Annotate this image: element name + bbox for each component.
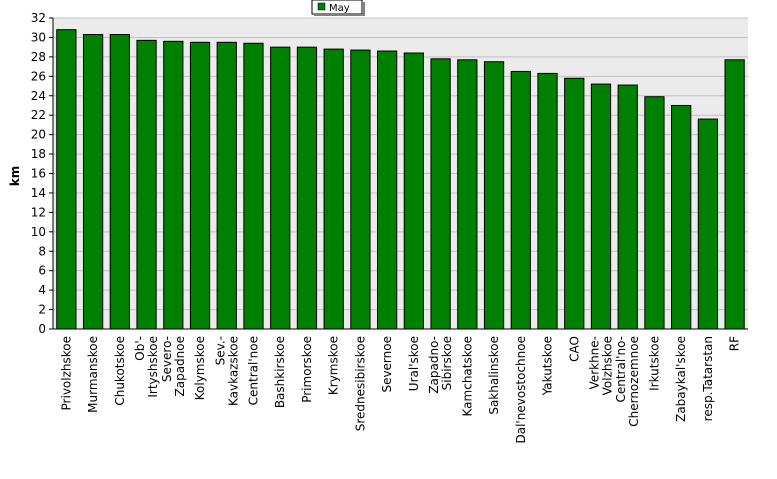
bar-22[interactable]: Irkutskoe: 23.9 — [644, 96, 665, 330]
bar-8[interactable]: Bashkirskoe: 29 — [270, 46, 291, 330]
bar-7[interactable]: Central'noe: 29.4 — [243, 42, 264, 330]
bar-25[interactable]: RF: 27.7 — [724, 59, 745, 330]
y-tick-label: 2 — [38, 303, 46, 317]
y-tick-label: 32 — [31, 11, 46, 25]
x-tick-label: CAO — [567, 336, 581, 362]
y-tick-label: 6 — [38, 264, 46, 278]
x-tick-label: Privolzhskoe — [59, 336, 73, 410]
x-tick-label: RF — [728, 336, 742, 351]
bar-13[interactable]: Ural'skoe: 28.4 — [403, 52, 424, 330]
bar-11[interactable]: Srednesibirskoe: 28.7 — [350, 49, 371, 330]
x-tick-label: Zapadno- — [427, 336, 441, 394]
bar-5[interactable]: Kolymskoe: 29.5 — [189, 41, 211, 330]
legend-shadow-right — [363, 2, 365, 15]
bar-0[interactable]: Privolzhskoe: 30.8 — [56, 29, 77, 330]
x-tick-label: Ural'skoe — [407, 336, 421, 391]
y-tick-label: 4 — [38, 283, 46, 297]
x-tick-label: Zabaykal'skoe — [674, 336, 688, 422]
x-tick-label: Dal'nevostochnoe — [514, 336, 528, 444]
bar-12[interactable]: Severnoe: 28.6 — [377, 50, 398, 330]
x-tick-label: Central'noe — [247, 336, 261, 405]
x-tick-label: Primorskoe — [300, 336, 314, 403]
x-tick-label: Central'no- — [614, 336, 628, 403]
bar-24[interactable]: resp.Tatarstan: 21.6 — [697, 118, 719, 330]
y-tick-label: 28 — [31, 50, 46, 64]
x-tick-label: Sibirskoe — [440, 336, 454, 390]
bar-2[interactable]: Chukotskoe: 30.3 — [109, 34, 130, 330]
x-tick-label: Verkhne- — [588, 336, 602, 389]
y-tick-label: 24 — [31, 89, 46, 103]
x-tick-label: Severnoe — [380, 336, 394, 393]
x-tick-label: Irtyshskoe — [146, 336, 160, 398]
plot-area — [53, 17, 748, 329]
bar-14[interactable]: Zapadno-Sibirskoe: 27.8 — [430, 58, 451, 330]
y-tick-label: 18 — [31, 147, 46, 161]
bar-21[interactable]: Central'no-Chernozemnoe: 25.1 — [617, 84, 638, 330]
x-tick-label: Chernozemnoe — [627, 336, 641, 427]
bar-10[interactable]: Krymskoe: 28.8 — [323, 48, 344, 330]
x-tick-label: Murmanskoe — [86, 336, 100, 413]
x-tick-label: Sev.- — [213, 336, 227, 365]
bar-9[interactable]: Primorskoe: 29 — [296, 46, 318, 330]
bar-20[interactable]: Verkhne-Volzhskoe: 25.2 — [590, 83, 612, 330]
bar-16[interactable]: Sakhalinskoe: 27.5 — [483, 61, 505, 330]
legend-swatch-may — [317, 2, 326, 11]
x-tick-label: Yakutskoe — [541, 336, 555, 396]
bar-17[interactable]: Dal'nevostochnoe: 26.5 — [510, 70, 531, 330]
x-axis-labels: Privolzhskoe Murmanskoe Chukotskoe Ob'- Irty… — [59, 336, 741, 444]
x-tick-label: Kolymskoe — [193, 336, 207, 400]
y-tick-label: 12 — [31, 205, 46, 219]
bar-3[interactable]: Ob'-Irtyshskoe: 29.7 — [136, 39, 157, 330]
y-axis-label: km — [8, 166, 22, 186]
x-tick-label: Zapadnoe — [173, 336, 187, 397]
x-tick-label: resp.Tatarstan — [701, 336, 715, 421]
y-tick-label: 14 — [31, 186, 46, 200]
y-tick-label: 0 — [38, 322, 46, 336]
y-tick-label: 30 — [31, 30, 46, 44]
x-tick-label: Chukotskoe — [113, 336, 127, 406]
bar-18[interactable]: Yakutskoe: 26.3 — [537, 72, 558, 330]
bar-series-may: Privolzhskoe: 30.8Murmanskoe: 30.3Chukot… — [56, 29, 745, 330]
x-tick-label: Volzhskoe — [601, 336, 615, 395]
y-tick-label: 16 — [31, 167, 46, 181]
y-tick-label: 26 — [31, 69, 46, 83]
bar-1[interactable]: Murmanskoe: 30.3 — [82, 34, 104, 330]
x-tick-label: Ob'- — [133, 336, 147, 361]
legend-label-may: May — [329, 3, 350, 14]
x-tick-label: Irkutskoe — [647, 336, 661, 391]
y-tick-label: 10 — [31, 225, 46, 239]
bar-15[interactable]: Kamchatskoe: 27.7 — [457, 59, 478, 330]
x-tick-label: Bashkirskoe — [273, 336, 287, 408]
y-tick-label: 22 — [31, 108, 46, 122]
bar-23[interactable]: Zabaykal'skoe: 23 — [671, 104, 692, 330]
y-tick-label: 8 — [38, 244, 46, 258]
bar-19[interactable]: CAO: 25.8 — [564, 77, 585, 330]
y-tick-label: 20 — [31, 128, 46, 142]
bar-4[interactable]: Severo-Zapadnoe: 29.6 — [163, 40, 184, 330]
x-tick-label: Kamchatskoe — [460, 336, 474, 416]
x-tick-label: Srednesibirskoe — [353, 336, 367, 431]
x-tick-label: Kavkazskoe — [226, 336, 240, 406]
bar-6[interactable]: Sev.-Kavkazskoe: 29.5 — [216, 41, 237, 330]
legend-shadow-bottom — [314, 14, 365, 16]
x-tick-label: Sakhalinskoe — [487, 336, 501, 415]
x-tick-label: Severo- — [160, 336, 174, 382]
x-tick-label: Krymskoe — [327, 336, 341, 395]
legend[interactable]: May — [311, 0, 365, 16]
